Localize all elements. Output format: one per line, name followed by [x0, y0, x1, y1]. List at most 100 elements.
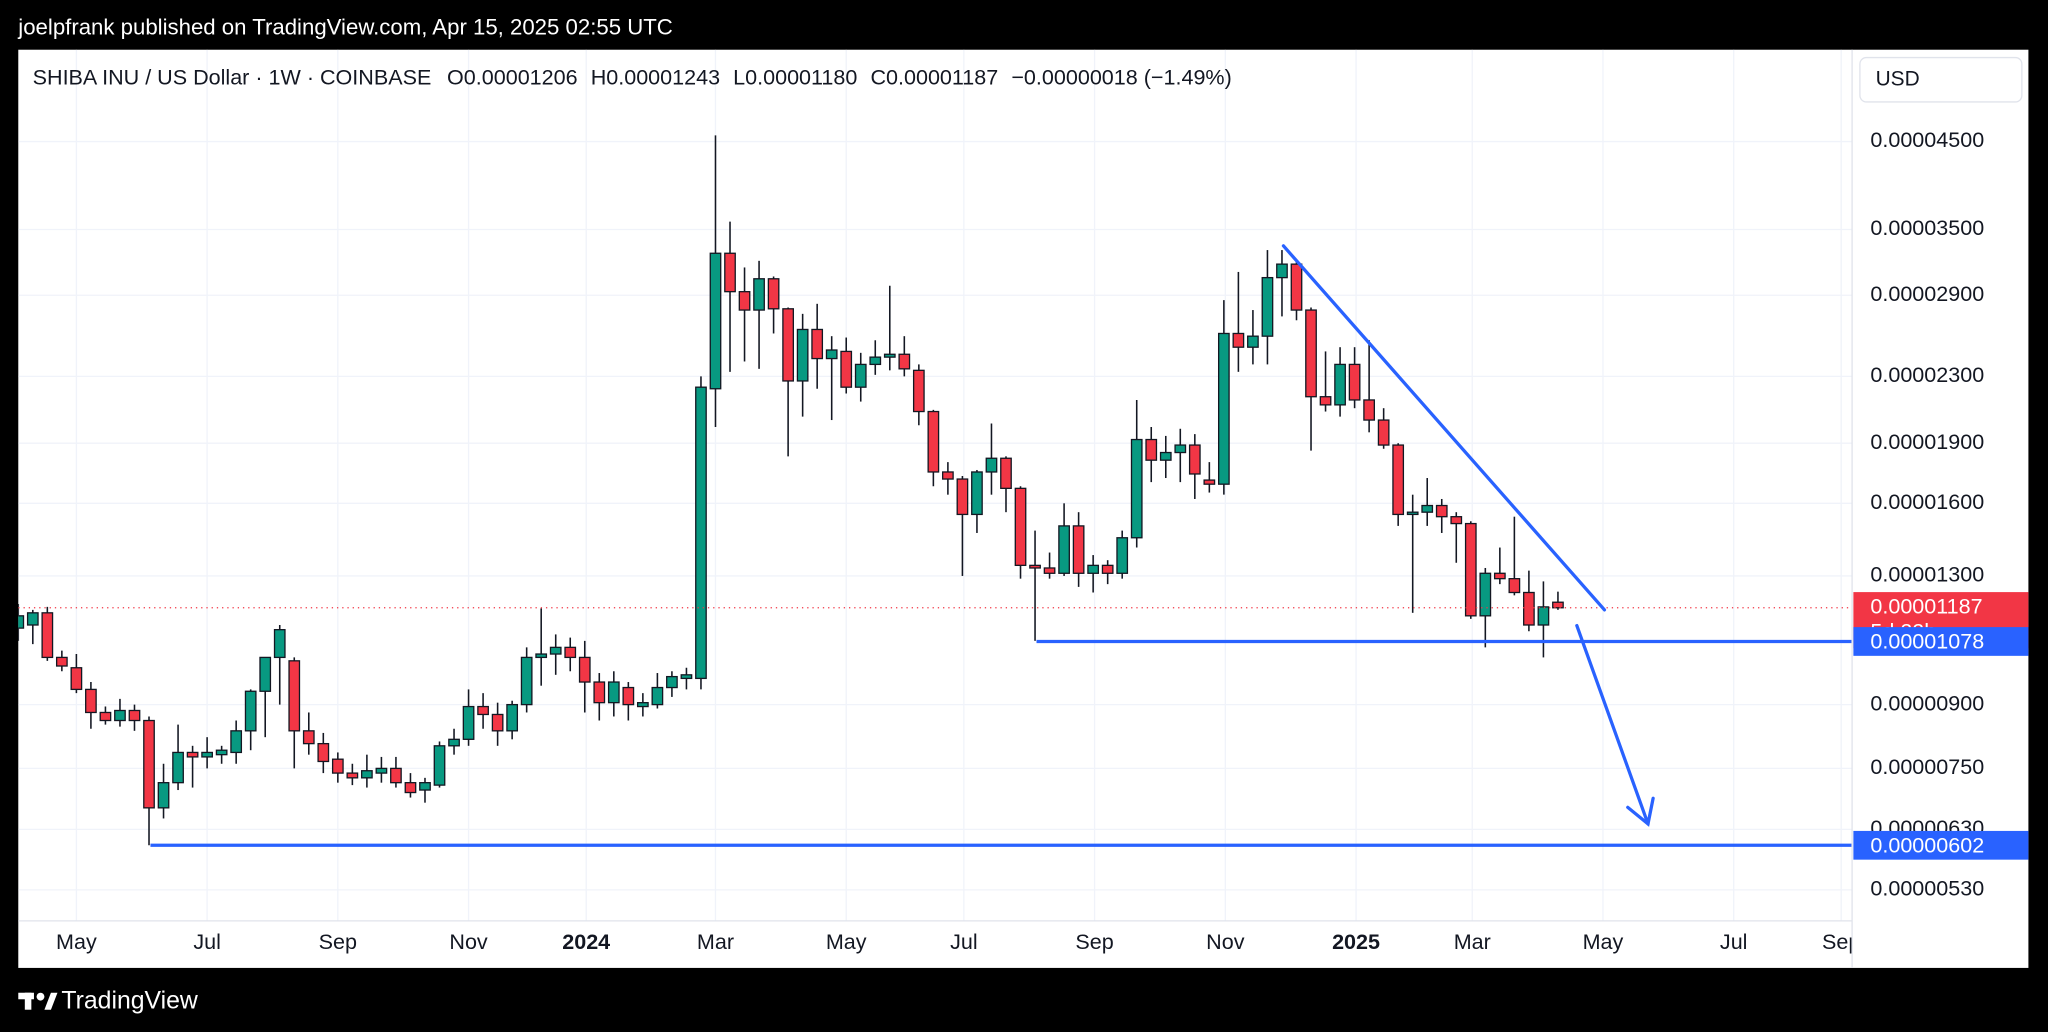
ohlc-open: O0.00001206: [447, 64, 578, 89]
drawings: [18, 244, 1853, 847]
candle-body: [578, 656, 591, 683]
candle-body: [767, 278, 780, 310]
candle-body: [201, 751, 213, 758]
candle-body: [1159, 451, 1172, 461]
candle-body: [1058, 525, 1070, 574]
candle-body: [244, 690, 257, 732]
candle-body: [942, 471, 954, 480]
x-tick-label: Mar: [1454, 929, 1491, 954]
candle-body: [259, 656, 272, 692]
trendline: [1281, 244, 1607, 612]
x-tick: Jul: [193, 929, 221, 954]
x-tick-label: Jul: [950, 929, 978, 954]
currency[interactable]: USD: [1876, 67, 1920, 90]
candle-body: [1508, 578, 1521, 594]
candle-body: [419, 782, 431, 791]
candle-body: [825, 349, 838, 360]
candle-body: [1276, 263, 1288, 279]
candle-body: [1247, 335, 1259, 348]
brand: TradingView: [61, 987, 198, 1014]
candle-body: [593, 681, 606, 704]
candle-body: [1464, 522, 1477, 617]
candle-body: [883, 353, 896, 358]
candle-body: [26, 612, 39, 626]
candle-body: [1043, 567, 1056, 574]
x-tick: Sep: [319, 929, 357, 954]
candle-body: [346, 772, 359, 779]
candle-body: [375, 767, 388, 774]
current-price-label: 0.00001187: [1870, 593, 1982, 618]
candle-body: [724, 252, 736, 293]
x-tick: Nov: [449, 929, 488, 954]
candle-body: [1203, 479, 1216, 485]
x-tick: 2025: [1332, 929, 1380, 954]
candle-body: [1087, 564, 1100, 574]
currency-button[interactable]: [1859, 56, 2023, 103]
candle-body: [651, 686, 664, 706]
candle-body: [128, 709, 141, 722]
candle-body: [85, 688, 97, 714]
candle-body: [927, 410, 940, 473]
candle-body: [680, 674, 693, 680]
y-tick-label: 0.00001900: [1870, 429, 1984, 454]
candle-body: [796, 328, 809, 382]
y-tick-label: 0.00004500: [1870, 127, 1984, 152]
candle-body: [506, 703, 519, 732]
x-tick-label: Jul: [193, 929, 221, 954]
candle-body: [404, 782, 417, 794]
published-note: joelpfrank published on TradingView.com,…: [17, 15, 673, 40]
x-tick: Mar: [697, 929, 734, 954]
candle-body: [331, 758, 344, 774]
candle-body: [1479, 572, 1492, 617]
y-tick-label: 0.00000530: [1870, 876, 1984, 901]
candle-body: [622, 686, 635, 706]
x-tick-label: May: [56, 929, 97, 954]
y-tick-label: 0.00000900: [1870, 690, 1984, 715]
candle-body: [971, 471, 983, 516]
candle-body: [1000, 457, 1012, 489]
candle-body: [1523, 591, 1535, 626]
candle-body: [753, 278, 765, 311]
candle-body: [1305, 309, 1317, 398]
candle-body: [898, 353, 911, 370]
candle-body: [1450, 516, 1463, 525]
candle-body: [1363, 399, 1375, 421]
x-tick-label: Nov: [449, 929, 488, 954]
candle-body: [607, 681, 620, 704]
y-tick-label: 0.00002900: [1870, 281, 1984, 306]
ohlc-high: H0.00001243: [591, 64, 720, 89]
x-tick-label: Nov: [1206, 929, 1245, 954]
candle-body: [1217, 332, 1230, 485]
candle-body: [302, 730, 315, 745]
candle-body: [1101, 564, 1114, 574]
axes: 0.00004500 0.00003500 0.00002900 0.00002300…: [18, 49, 2029, 968]
x-tick-label: Mar: [697, 929, 734, 954]
candle-body: [985, 457, 998, 473]
candle-body: [462, 705, 475, 740]
candle-body: [738, 291, 751, 311]
y-tick-label: 0.00002300: [1870, 362, 1984, 387]
candle-body: [157, 782, 170, 809]
x-tick: Nov: [1206, 929, 1245, 954]
x-tick-label: Sep: [1822, 929, 1860, 954]
price-label: 0.00000602: [1870, 832, 1984, 857]
candles: [18, 135, 1564, 846]
candle-body: [55, 656, 68, 667]
candle-body: [549, 646, 562, 655]
candle-body: [520, 656, 533, 706]
price-label-box: [1853, 627, 2029, 656]
candle-body: [433, 745, 446, 786]
x-tick: 2024: [562, 929, 610, 954]
candle-body: [695, 386, 707, 680]
candle-body: [535, 653, 548, 659]
ohlc-close: C0.00001187: [870, 64, 998, 89]
candle-body: [390, 767, 402, 784]
candle-body: [1072, 525, 1085, 574]
candle-body: [1029, 564, 1041, 569]
x-tick-label: May: [1583, 929, 1624, 954]
arrow-shaft: [1575, 623, 1650, 826]
candle-body: [1145, 438, 1158, 461]
x-tick: May: [826, 929, 867, 954]
candle-body: [361, 770, 373, 779]
